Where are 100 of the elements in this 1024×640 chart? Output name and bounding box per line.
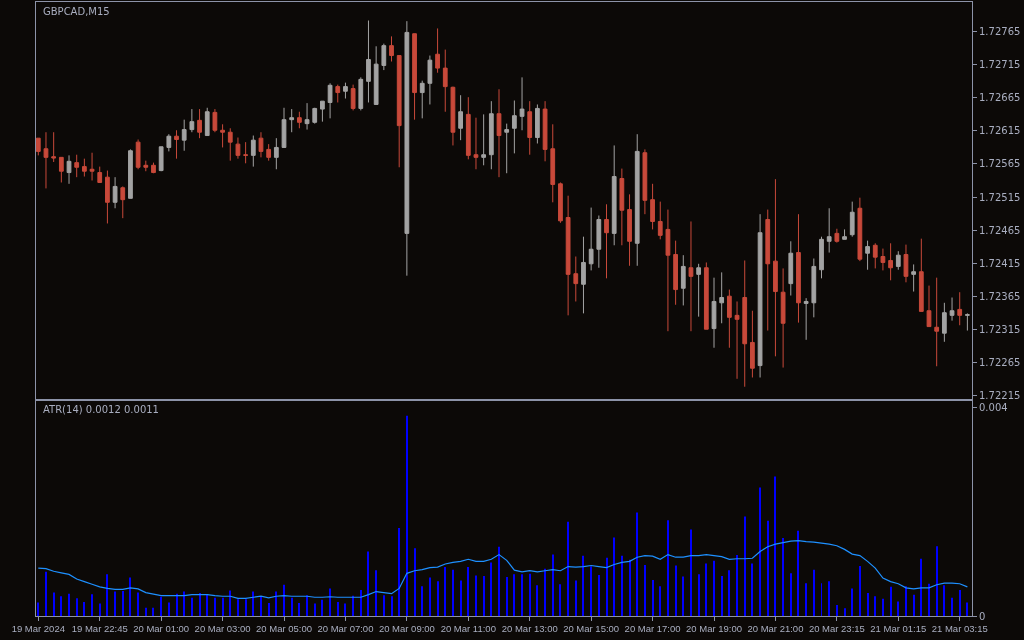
bar xyxy=(298,602,300,616)
candlestick xyxy=(565,195,571,316)
bar xyxy=(68,593,70,616)
y-tick-label: 1.72465 xyxy=(979,224,1021,236)
candlestick xyxy=(66,154,72,185)
bar xyxy=(828,581,830,616)
candlestick xyxy=(611,144,617,246)
bar xyxy=(398,528,400,616)
bar xyxy=(152,607,154,616)
candlestick xyxy=(865,240,870,271)
candlestick xyxy=(934,277,940,367)
candlestick xyxy=(412,33,417,121)
candlestick xyxy=(58,156,64,183)
x-tick-label: 19 Mar 22:45 xyxy=(71,623,128,635)
candlestick xyxy=(396,55,402,168)
bar xyxy=(728,570,730,616)
candlestick xyxy=(135,139,141,170)
candlestick xyxy=(657,201,663,240)
candlestick xyxy=(734,300,740,380)
bar xyxy=(552,554,554,616)
bar xyxy=(83,601,85,616)
candlestick xyxy=(266,143,272,162)
bar xyxy=(659,586,661,616)
bar xyxy=(391,596,393,616)
candlestick xyxy=(327,82,333,119)
candlestick xyxy=(780,267,786,369)
candlestick xyxy=(381,43,387,71)
candlestick xyxy=(227,127,233,162)
bar xyxy=(145,607,147,616)
bar xyxy=(60,596,62,616)
bar xyxy=(168,602,170,616)
bar xyxy=(337,601,339,616)
bar xyxy=(137,592,139,616)
bar xyxy=(252,591,254,616)
x-tick-label: 21 Mar 01:15 xyxy=(870,623,927,635)
candlestick xyxy=(888,242,893,281)
bar xyxy=(360,589,362,616)
bar xyxy=(506,576,508,616)
bar xyxy=(352,595,354,616)
candlestick xyxy=(320,100,325,123)
bar xyxy=(582,555,584,616)
candlestick xyxy=(711,277,717,349)
x-tick-label: 19 Mar 2024 xyxy=(11,623,65,635)
x-tick-label: 20 Mar 05:00 xyxy=(256,623,312,635)
x-tick-label: 20 Mar 15:00 xyxy=(563,623,620,635)
candlestick xyxy=(673,240,678,306)
bar xyxy=(129,577,131,616)
candlestick xyxy=(166,133,172,152)
candlestick xyxy=(373,45,379,105)
bar xyxy=(629,559,631,616)
candlestick xyxy=(220,123,225,148)
candlestick xyxy=(627,193,632,267)
y-tick-label: 0.004 xyxy=(979,402,1008,414)
y-tick-label: 1.72215 xyxy=(979,389,1021,401)
candlestick xyxy=(703,261,709,330)
candlestick xyxy=(911,263,917,293)
x-tick-label: 20 Mar 21:00 xyxy=(747,623,804,635)
candlestick xyxy=(174,129,179,160)
y-tick-label: 1.72565 xyxy=(979,158,1021,170)
bar xyxy=(575,580,577,616)
candlestick xyxy=(404,20,410,277)
candlestick xyxy=(857,197,863,262)
candlestick xyxy=(312,107,318,125)
candlestick xyxy=(97,166,103,183)
y-tick-label: 1.72665 xyxy=(979,92,1021,104)
bar xyxy=(744,516,746,616)
x-tick-label: 20 Mar 07:00 xyxy=(317,623,374,635)
bar xyxy=(966,602,968,616)
bar xyxy=(329,588,331,616)
bar xyxy=(813,569,815,616)
candlestick xyxy=(450,86,456,146)
candlestick xyxy=(719,271,725,324)
candlestick xyxy=(558,181,563,224)
bar xyxy=(836,605,838,616)
candlestick xyxy=(258,131,264,158)
candlestick xyxy=(765,209,771,332)
bar xyxy=(76,598,78,616)
bar xyxy=(114,591,116,616)
bar xyxy=(183,591,185,616)
bar xyxy=(782,537,784,616)
candlestick xyxy=(151,162,156,174)
bar xyxy=(928,583,930,616)
candlestick xyxy=(105,170,110,224)
candlestick xyxy=(181,119,187,152)
candlestick xyxy=(726,289,732,349)
bar xyxy=(475,575,477,616)
candlestick xyxy=(89,152,95,181)
candlestick xyxy=(696,263,702,318)
bar xyxy=(214,597,216,616)
candlestick xyxy=(496,88,502,178)
candlestick xyxy=(619,168,625,246)
candlestick xyxy=(742,259,748,388)
candlestick xyxy=(519,76,525,131)
candlestick xyxy=(550,123,556,203)
candlestick xyxy=(688,220,694,332)
candlestick xyxy=(634,133,640,267)
bar xyxy=(867,593,869,616)
candlestick xyxy=(158,146,164,172)
candlestick xyxy=(941,302,947,343)
bar xyxy=(99,603,101,616)
